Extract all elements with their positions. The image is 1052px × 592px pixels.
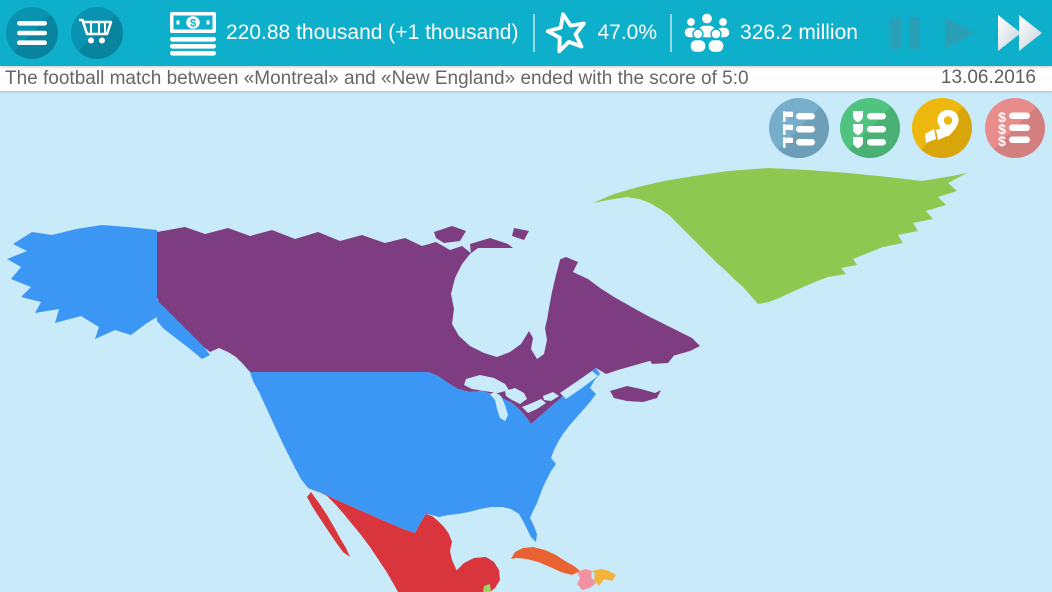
cart-icon xyxy=(79,18,113,44)
play-icon xyxy=(945,17,975,49)
lake-michigan xyxy=(490,392,508,421)
country-alaska[interactable] xyxy=(7,225,157,339)
country-mexico-baja[interactable] xyxy=(307,492,350,557)
country-canada[interactable] xyxy=(157,227,700,424)
population-value: 326.2 million xyxy=(740,21,858,44)
dollar-list-icon: $ $ $ xyxy=(998,109,1030,149)
country-dominican-republic[interactable] xyxy=(592,569,616,586)
map-regions-button[interactable] xyxy=(912,98,972,158)
country-cuba[interactable] xyxy=(511,547,580,575)
hamburger-icon xyxy=(17,21,47,45)
lake-huron xyxy=(505,388,527,404)
pause-button[interactable] xyxy=(890,17,920,49)
rating-value: 47.0% xyxy=(597,21,658,44)
top-bar: $ 220.88 thousand (+1 thousand) 47.0% 32… xyxy=(0,0,1052,66)
country-canada-nova-scotia[interactable] xyxy=(610,386,661,402)
country-belize[interactable] xyxy=(483,584,491,592)
svg-text:$: $ xyxy=(998,109,1006,125)
country-mexico-yucatan[interactable] xyxy=(446,557,500,592)
economy-list-button[interactable]: $ $ $ xyxy=(985,98,1045,158)
lake-erie xyxy=(522,399,546,413)
population-icon xyxy=(683,12,731,54)
stat-divider xyxy=(670,14,673,52)
pause-icon xyxy=(890,17,920,49)
game-date: 13.06.2016 xyxy=(940,67,1036,88)
flag-list-icon xyxy=(783,111,815,148)
country-alaska-panhandle[interactable] xyxy=(157,300,210,359)
news-ticker[interactable]: The football match between «Montreal» an… xyxy=(0,66,1052,91)
fast-forward-button[interactable] xyxy=(998,15,1042,51)
map-pin-icon xyxy=(925,110,959,143)
money-icon: $ xyxy=(170,11,216,56)
lake-superior xyxy=(464,375,509,393)
army-list-button[interactable] xyxy=(840,98,900,158)
gulf-st-lawrence xyxy=(560,371,598,399)
stat-divider xyxy=(533,14,536,52)
country-canada-arctic-island[interactable] xyxy=(512,228,529,240)
world-map: $ $ $ xyxy=(0,91,1052,592)
rating-star-icon xyxy=(546,12,587,54)
countries-list-button[interactable] xyxy=(769,98,829,158)
news-ticker-text: The football match between «Montreal» an… xyxy=(5,67,749,89)
svg-text:$: $ xyxy=(998,121,1006,137)
country-mexico[interactable] xyxy=(308,488,464,592)
lake-ontario xyxy=(543,392,559,401)
fast-forward-icon xyxy=(998,15,1042,51)
play-button[interactable] xyxy=(945,17,975,49)
country-usa[interactable] xyxy=(250,368,600,542)
country-canada-arctic-island[interactable] xyxy=(434,226,466,243)
dollar-glyph: $ xyxy=(190,17,196,29)
shop-button[interactable] xyxy=(71,7,123,59)
shield-list-icon xyxy=(853,111,886,149)
hudson-bay xyxy=(451,248,560,359)
menu-button[interactable] xyxy=(6,7,58,59)
svg-text:$: $ xyxy=(998,133,1006,149)
map-canvas[interactable] xyxy=(0,91,1052,592)
country-haiti[interactable] xyxy=(577,569,596,590)
country-greenland[interactable] xyxy=(593,168,967,304)
country-canada-newfoundland[interactable] xyxy=(646,346,676,364)
money-value: 220.88 thousand (+1 thousand) xyxy=(226,21,519,44)
